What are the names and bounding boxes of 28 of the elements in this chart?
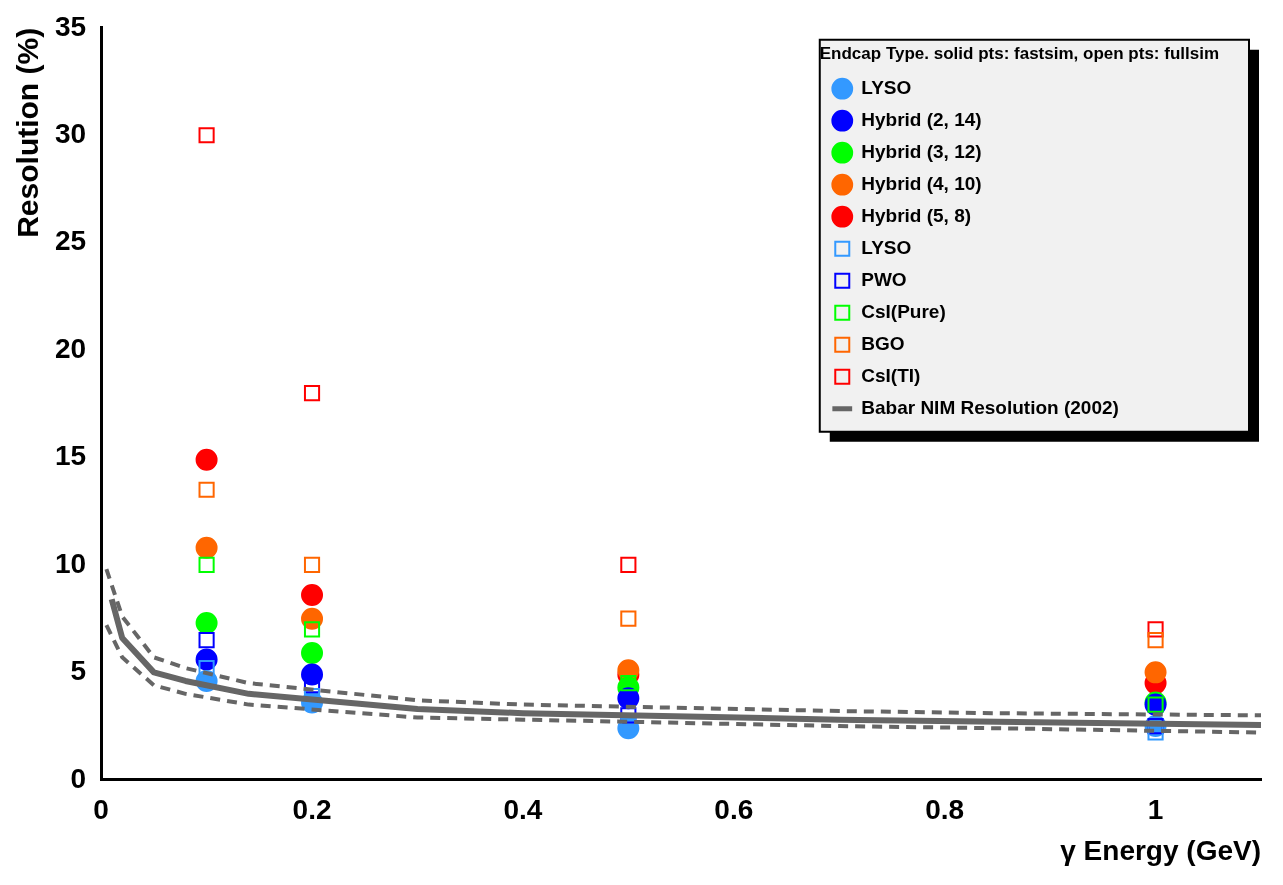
y-tick-label: 35 [54, 10, 87, 42]
legend-label: Hybrid (2, 14) [861, 108, 982, 130]
legend-label: Hybrid (3, 12) [861, 140, 982, 162]
legend-title: Endcap Type. solid pts: fastsim, open pts: fullsim [819, 43, 1219, 63]
legend-label: Babar NIM Resolution (2002) [861, 396, 1119, 418]
y-tick-label: 25 [54, 225, 87, 257]
legend-label: BGO [861, 332, 905, 354]
x-axis-title: γ Energy (GeV) [1060, 834, 1261, 866]
y-tick-label: 0 [70, 762, 87, 794]
legend-label: CsI(TI) [861, 364, 921, 386]
x-tick-label: 0 [93, 794, 109, 826]
legend-label: PWO [861, 268, 907, 290]
x-tick-label: 0.8 [925, 794, 965, 826]
legend-label: Hybrid (5, 8) [861, 204, 972, 226]
x-tick-label: 0.4 [503, 794, 543, 826]
y-tick-label: 10 [54, 547, 87, 579]
y-tick-label: 5 [70, 655, 87, 687]
y-tick-label: 15 [54, 440, 87, 472]
y-tick-label: 20 [54, 332, 87, 364]
legend-label: Hybrid (4, 10) [861, 172, 982, 194]
legend-label: CsI(Pure) [861, 300, 946, 322]
x-tick-label: 1 [1147, 794, 1164, 826]
legend-label: LYSO [861, 236, 912, 258]
x-tick-label: 0.6 [714, 794, 754, 826]
y-axis-title: Resolution (%) [11, 27, 45, 238]
x-tick-label: 0.2 [292, 794, 332, 826]
legend-label: LYSO [861, 76, 912, 98]
y-tick-label: 30 [54, 117, 87, 149]
